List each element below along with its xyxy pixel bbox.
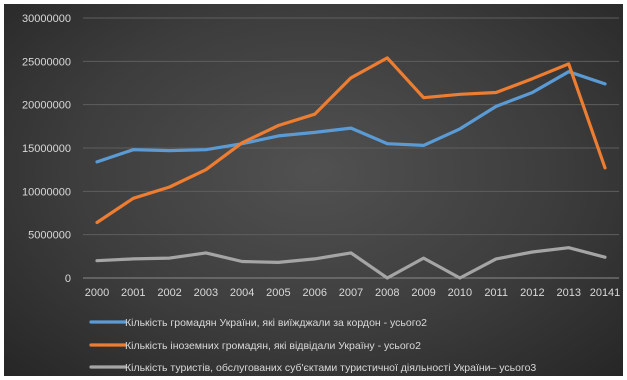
chart-area: 0 5000000 10000000 15000000 20000000 25000000… bbox=[4, 4, 623, 376]
y-axis-ticks: 0 5000000 10000000 15000000 20000000 25000000… bbox=[22, 13, 71, 285]
legend-label: Кількість громадян України, які виїжджал… bbox=[125, 317, 427, 329]
x-tick-label: 2010 bbox=[448, 287, 472, 299]
x-tick-label: 2001 bbox=[121, 287, 145, 299]
x-axis-ticks: 2000 2001 2002 2003 2004 2005 2006 2007 2008 2009… bbox=[85, 287, 621, 299]
series-line-3 bbox=[95, 246, 607, 280]
line-chart: 0 5000000 10000000 15000000 20000000 25000000… bbox=[22, 13, 621, 374]
x-tick-label: 2004 bbox=[230, 287, 254, 299]
y-tick-label: 0 bbox=[65, 273, 71, 285]
x-tick-label: 20141 bbox=[590, 287, 621, 299]
series-lines bbox=[95, 56, 607, 280]
legend: Кількість громадян України, які виїжджал… bbox=[89, 317, 536, 374]
series-line-1 bbox=[95, 70, 607, 164]
y-tick-label: 20000000 bbox=[22, 100, 71, 112]
x-tick-label: 2009 bbox=[411, 287, 435, 299]
y-tick-label: 25000000 bbox=[22, 56, 71, 68]
x-tick-label: 2007 bbox=[339, 287, 363, 299]
y-tick-label: 30000000 bbox=[22, 13, 71, 25]
gridlines bbox=[83, 17, 619, 279]
x-tick-label: 2013 bbox=[556, 287, 580, 299]
x-tick-label: 2011 bbox=[484, 287, 508, 299]
x-tick-label: 2005 bbox=[266, 287, 290, 299]
x-tick-label: 2008 bbox=[375, 287, 399, 299]
x-tick-label: 2006 bbox=[302, 287, 326, 299]
x-tick-label: 2000 bbox=[85, 287, 109, 299]
x-tick-label: 2002 bbox=[157, 287, 181, 299]
x-tick-label: 2003 bbox=[194, 287, 218, 299]
series-line-2 bbox=[95, 56, 607, 225]
legend-label: Кількість туристів, обслугованих суб'єкт… bbox=[125, 362, 536, 374]
y-tick-label: 15000000 bbox=[22, 143, 71, 155]
legend-label: Кількість іноземних громадян, які відвід… bbox=[125, 340, 421, 352]
y-tick-label: 10000000 bbox=[22, 186, 71, 198]
y-tick-label: 5000000 bbox=[28, 230, 71, 242]
x-tick-label: 2012 bbox=[520, 287, 544, 299]
